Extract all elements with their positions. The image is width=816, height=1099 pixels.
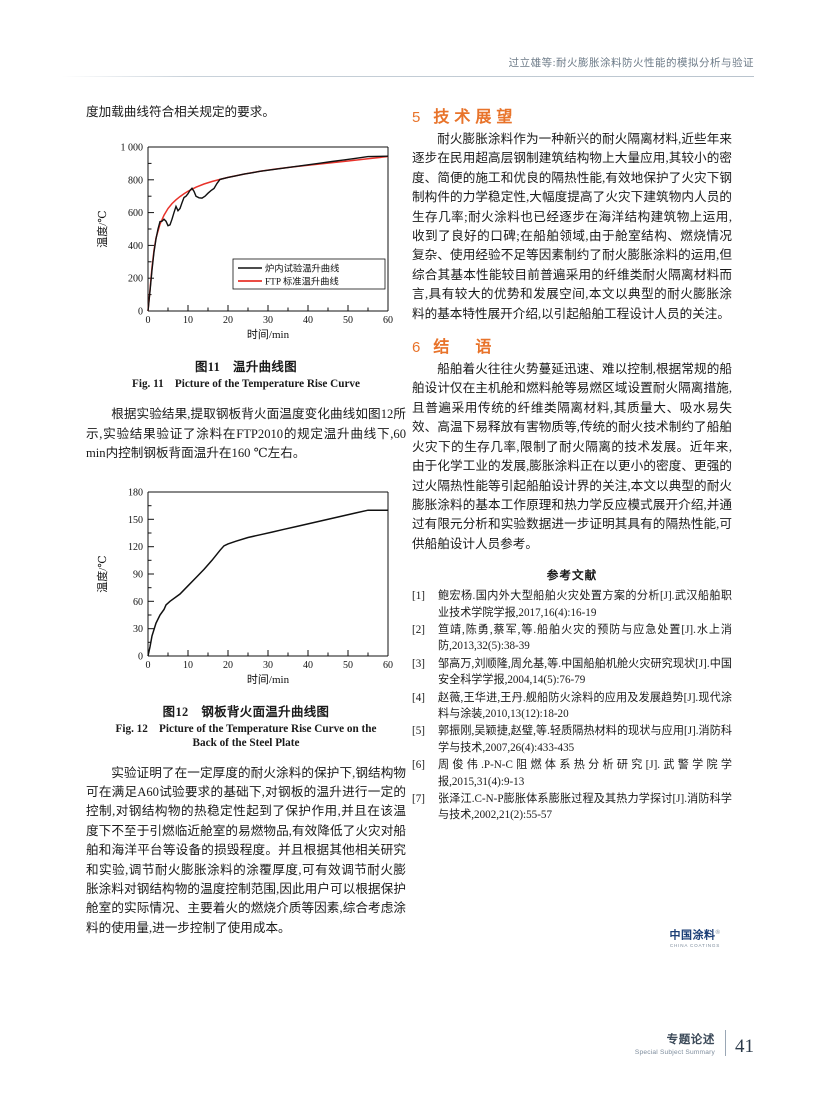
section-5-title: 技术展望 (433, 109, 518, 126)
section-6-paragraph: 船舶着火往往火势蔓延迅速、难以控制,根据常规的船舶设计仅在主机舱和燃料舱等易燃区… (412, 362, 732, 551)
svg-text:20: 20 (223, 660, 233, 671)
left-paragraph-after-fig12: 实验证明了在一定厚度的耐火涂料的保护下,钢结构物可在满足A60试验要求的基础下,… (86, 765, 406, 935)
section-5-paragraph: 耐火膨胀涂料作为一种新兴的耐火隔离材料,近些年来逐步在民用超高层钢制建筑结构物上… (412, 132, 732, 321)
svg-text:90: 90 (133, 569, 143, 580)
publisher-logo-en: CHINA COATINGS (669, 942, 721, 948)
svg-text:20: 20 (223, 315, 233, 326)
figure-12-caption-en-line1: Fig. 12 Picture of the Temperature Rise … (115, 722, 377, 735)
figure-12-chart: 0 30 60 90 120 150 180 0 10 20 30 40 50 … (95, 487, 393, 686)
figure-11-xlabel: 时间/min (247, 328, 290, 341)
section-heading-5: 5 技术展望 (412, 103, 732, 127)
figure-12-xlabel: 时间/min (247, 673, 290, 686)
reference-number: [4] (412, 691, 425, 704)
figure-12-caption-en-line2: Back of the Steel Plate (192, 736, 300, 749)
reference-text: 邹高万,刘顺隆,周允基,等.中国船舶机舱火灾研究现状[J].中国安全科学学报,2… (438, 657, 732, 687)
figure-12: 0 30 60 90 120 150 180 0 10 20 30 40 50 … (86, 478, 406, 750)
section-heading-6: 6 结 语 (412, 333, 732, 357)
svg-text:30: 30 (133, 624, 143, 635)
svg-text:10: 10 (183, 660, 193, 671)
figure-11: 0 200 400 600 800 1 000 0 10 20 30 40 50… (86, 133, 406, 391)
section-6-title: 结 语 (433, 339, 497, 357)
figure-12-caption-en: Fig. 12 Picture of the Temperature Rise … (86, 722, 406, 750)
footer-category-en: Special Subject Summary (634, 1049, 715, 1057)
figure-11-chart: 0 200 400 600 800 1 000 0 10 20 30 40 50… (95, 143, 393, 342)
svg-text:50: 50 (343, 660, 353, 671)
svg-text:10: 10 (183, 315, 193, 326)
reference-text: 赵薇,王华进,王丹.舰船防火涂料的应用及发展趋势[J].现代涂料与涂装,2010… (438, 691, 732, 720)
footer-category-cn: 专题论述 (666, 1034, 715, 1047)
svg-text:0: 0 (138, 307, 143, 318)
reference-item: [4] 赵薇,王华进,王丹.舰船防火涂料的应用及发展趋势[J].现代涂料与涂装,… (412, 690, 732, 723)
svg-text:30: 30 (263, 660, 273, 671)
reference-number: [1] (412, 590, 425, 603)
figure-11-caption-en: Fig. 11 Picture of the Temperature Rise … (132, 378, 360, 391)
svg-text:180: 180 (128, 487, 143, 498)
figure-12-caption-cn: 图12 钢板背火面温升曲线图 (162, 704, 330, 719)
figure-11-legend: 炉内试验温升曲线 FTP 标准温升曲线 (232, 259, 386, 290)
svg-text:0: 0 (138, 651, 143, 662)
reference-item: [6] 周俊伟.P-N-C阻燃体系热分析研究[J].武警学院学报,2015,31… (412, 757, 732, 790)
svg-text:0: 0 (146, 660, 151, 671)
svg-text:0: 0 (146, 315, 151, 326)
reference-item: [3] 邹高万,刘顺隆,周允基,等.中国船舶机舱火灾研究现状[J].中国安全科学… (412, 656, 732, 689)
svg-text:400: 400 (128, 241, 143, 252)
svg-text:50: 50 (343, 315, 353, 326)
svg-text:150: 150 (128, 514, 143, 525)
reference-number: [3] (412, 657, 425, 670)
svg-text:800: 800 (128, 176, 143, 187)
references-heading: 参考文献 (546, 569, 598, 583)
footer-divider (725, 1030, 726, 1056)
header-rule (62, 76, 754, 77)
figure-11-ylabel: 温度/℃ (95, 211, 109, 248)
reference-text: 笪靖,陈勇,蔡军,等.船舶火灾的预防与应急处置[J].水上消防,2013,32(… (438, 623, 732, 653)
references-list: [1] 鲍宏杨.国内外大型船舶火灾处置方案的分析[J].武汉船舶职业技术学院学报… (412, 588, 732, 824)
footer-category: 专题论述 Special Subject Summary (635, 1034, 715, 1057)
running-header: 过立雄等:耐火膨胀涂料防火性能的模拟分析与验证 (508, 58, 754, 69)
svg-text:30: 30 (263, 315, 273, 326)
reference-item: [5] 郭振刚,吴颖捷,赵璧,等.轻质隔热材料的现状与应用[J].消防科学与技术… (412, 723, 732, 756)
svg-text:60: 60 (383, 315, 393, 326)
reference-item: [2] 笪靖,陈勇,蔡军,等.船舶火灾的预防与应急处置[J].水上消防,2013… (412, 622, 732, 655)
left-paragraph-continued: 度加载曲线符合相关规定的要求。 (86, 105, 275, 119)
reference-text: 鲍宏杨.国内外大型船舶火灾处置方案的分析[J].武汉船舶职业技术学院学报,201… (438, 590, 732, 619)
left-column: 度加载曲线符合相关规定的要求。 (86, 103, 406, 938)
figure-12-ylabel: 温度/℃ (95, 555, 109, 592)
svg-text:60: 60 (383, 660, 393, 671)
section-5-number: 5 (412, 109, 422, 126)
publisher-logo-cn: 中国涂料® (669, 929, 721, 942)
reference-item: [1] 鲍宏杨.国内外大型船舶火灾处置方案的分析[J].武汉船舶职业技术学院学报… (412, 588, 732, 621)
reference-text: 郭振刚,吴颖捷,赵璧,等.轻质隔热材料的现状与应用[J].消防科学与技术,200… (438, 725, 732, 754)
reference-item: [7] 张泽江.C-N-P膨胀体系膨胀过程及其热力学探讨[J].消防科学与技术,… (412, 791, 732, 824)
page-footer: 专题论述 Special Subject Summary 41 (560, 1030, 754, 1057)
svg-text:40: 40 (303, 315, 313, 326)
reference-text: 张泽江.C-N-P膨胀体系膨胀过程及其热力学探讨[J].消防科学与技术,2002… (438, 793, 732, 822)
svg-text:60: 60 (133, 596, 143, 607)
svg-text:40: 40 (303, 660, 313, 671)
section-6-number: 6 (412, 339, 422, 357)
left-paragraph-after-fig11: 根据实验结果,提取钢板背火面温度变化曲线如图12所示,实验结果验证了涂料在FTP… (86, 407, 406, 461)
reference-text: 周俊伟.P-N-C阻燃体系热分析研究[J].武警学院学报,2015,31(4):… (438, 759, 732, 788)
svg-text:120: 120 (128, 542, 143, 553)
right-column: 5 技术展望 耐火膨胀涂料作为一种新兴的耐火隔离材料,近些年来逐步在民用超高层钢… (412, 103, 732, 825)
publisher-logo: 中国涂料® CHINA COATINGS (658, 930, 732, 948)
reference-number: [7] (412, 793, 425, 805)
svg-text:200: 200 (128, 274, 143, 285)
figure-11-caption-cn: 图11 温升曲线图 (194, 360, 298, 375)
reference-number: [2] (412, 623, 425, 636)
figure-11-legend-label-1: 炉内试验温升曲线 (265, 263, 339, 275)
page-number: 41 (735, 1036, 754, 1057)
reference-number: [6] (412, 759, 425, 772)
svg-text:600: 600 (128, 209, 143, 220)
reference-number: [5] (412, 725, 425, 738)
svg-text:1 000: 1 000 (121, 143, 144, 154)
figure-11-legend-label-2: FTP 标准温升曲线 (265, 276, 339, 288)
